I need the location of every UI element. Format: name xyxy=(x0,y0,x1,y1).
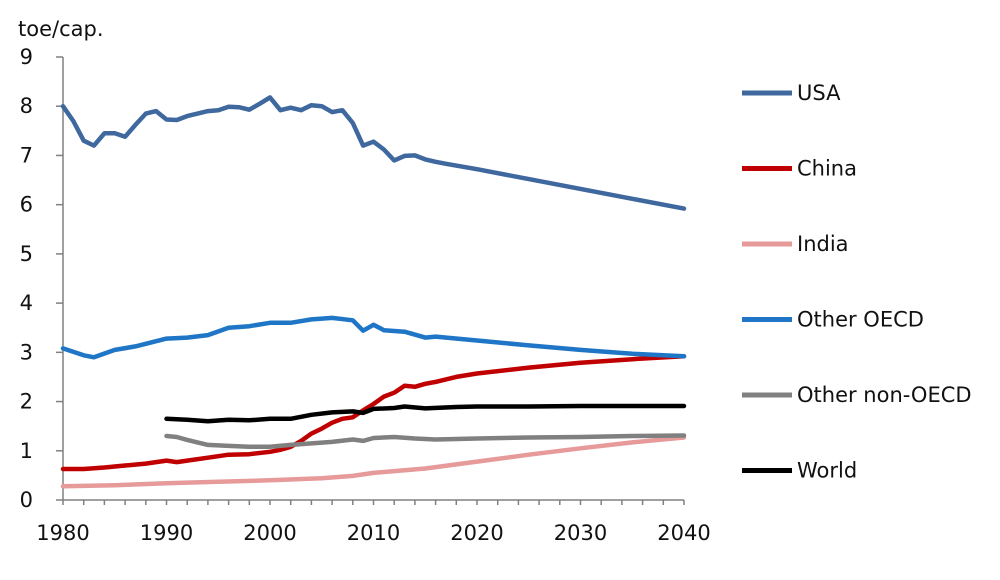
x-tick-label: 2020 xyxy=(450,521,503,545)
series-line-china xyxy=(60,354,687,472)
y-tick-label: 3 xyxy=(20,340,33,364)
x-tick-label: 2000 xyxy=(243,521,296,545)
x-tick-label: 1980 xyxy=(36,521,89,545)
series-line-world xyxy=(164,403,687,424)
y-tick-label: 8 xyxy=(20,94,33,118)
y-axis: 0 1 2 3 4 5 6 7 8 9 xyxy=(20,45,64,512)
legend: USA China India Other OECD Other non-OECD Wor… xyxy=(742,81,972,483)
legend-label-other-oecd: Other OECD xyxy=(797,308,924,332)
x-tick-label: 2010 xyxy=(347,521,400,545)
y-tick-label: 1 xyxy=(20,439,33,463)
series-line-india xyxy=(60,435,687,489)
y-tick-label: 7 xyxy=(20,143,33,167)
legend-label-china: China xyxy=(797,157,857,181)
y-tick-label: 5 xyxy=(20,242,33,266)
legend-label-usa: USA xyxy=(797,81,841,105)
series-lines xyxy=(60,95,687,489)
y-tick-label: 9 xyxy=(20,45,33,69)
y-tick-label: 2 xyxy=(20,390,33,414)
series-line-other-non-oecd xyxy=(164,433,687,450)
x-axis: 1980 1990 2000 2010 2020 2030 2040 xyxy=(36,499,711,545)
series-line-usa xyxy=(60,95,687,211)
y-tick-label: 6 xyxy=(20,193,33,217)
y-tick-label: 4 xyxy=(20,291,33,315)
series-line-other-oecd xyxy=(60,315,687,360)
legend-label-world: World xyxy=(797,459,857,483)
x-tick-label: 1990 xyxy=(140,521,193,545)
legend-label-india: India xyxy=(797,232,849,256)
x-tick-label: 2030 xyxy=(554,521,607,545)
y-axis-unit-label: toe/cap. xyxy=(18,17,104,41)
legend-label-other-non-oecd: Other non-OECD xyxy=(797,383,972,407)
y-tick-label: 0 xyxy=(20,488,33,512)
x-tick-label: 2040 xyxy=(657,521,710,545)
